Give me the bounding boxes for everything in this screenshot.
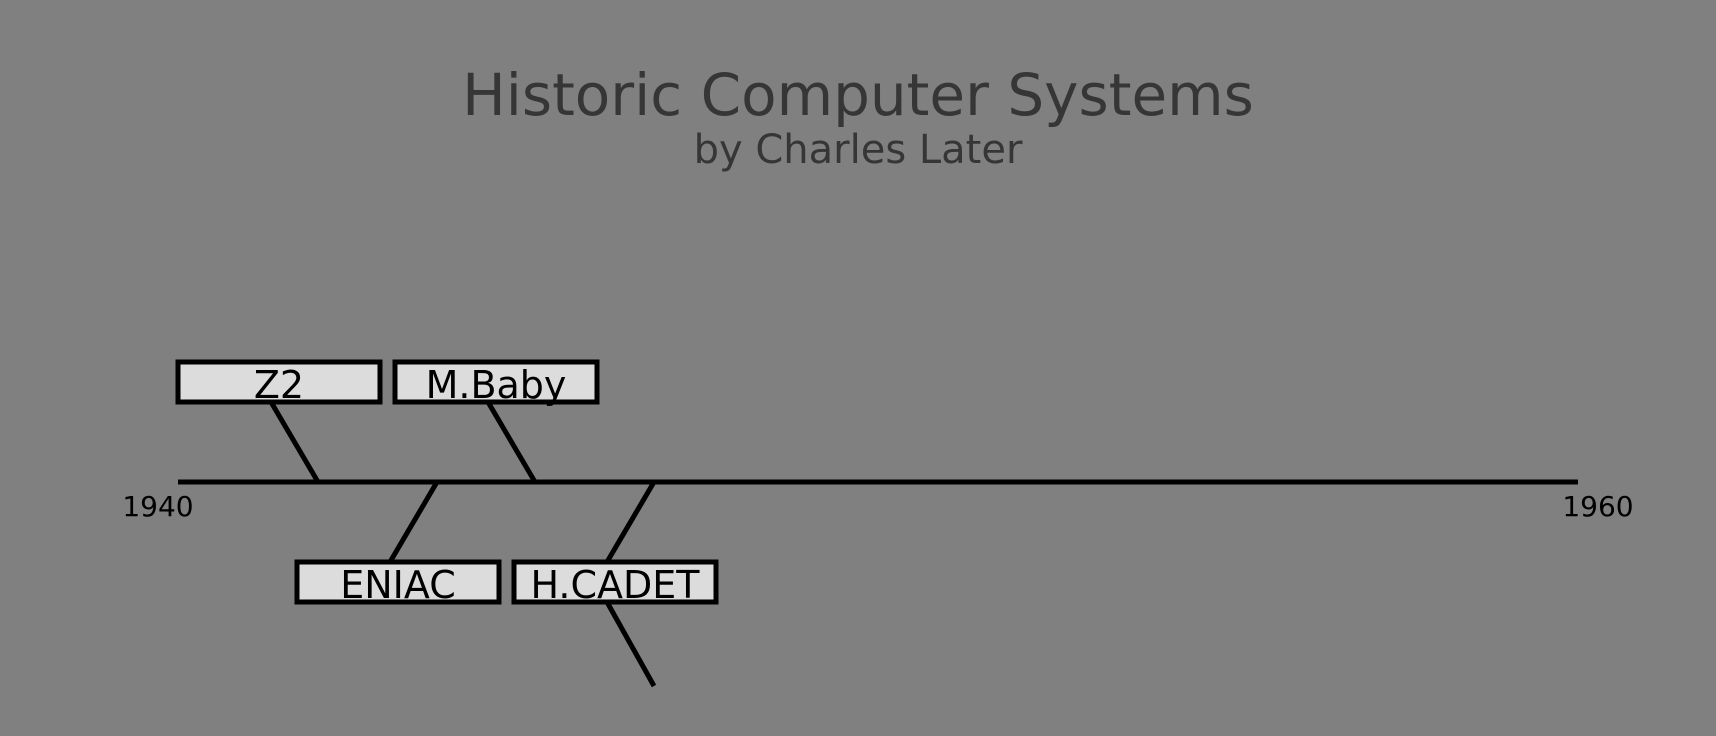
event-label-box	[511, 559, 719, 605]
event-end-connector	[604, 600, 657, 688]
event-connector	[604, 480, 657, 564]
event-label: Z2	[254, 363, 304, 407]
timeline-end-label: 1960	[1562, 490, 1633, 523]
event-label: ENIAC	[340, 563, 456, 607]
event-label-box	[294, 559, 502, 605]
chart-subtitle: by Charles Later	[693, 127, 1023, 173]
chart-title: Historic Computer Systems	[462, 61, 1254, 129]
event-connector	[268, 400, 321, 484]
event-label-box	[392, 359, 600, 405]
timeline-start-label: 1940	[122, 490, 193, 523]
event-connector	[485, 400, 538, 484]
event-label: H.CADET	[531, 563, 701, 607]
event-connector	[387, 480, 440, 564]
event-label-box	[175, 359, 383, 405]
timeline-events: Z2 ENIAC M.Baby H.CADET	[175, 359, 719, 688]
event-label: M.Baby	[426, 363, 567, 407]
